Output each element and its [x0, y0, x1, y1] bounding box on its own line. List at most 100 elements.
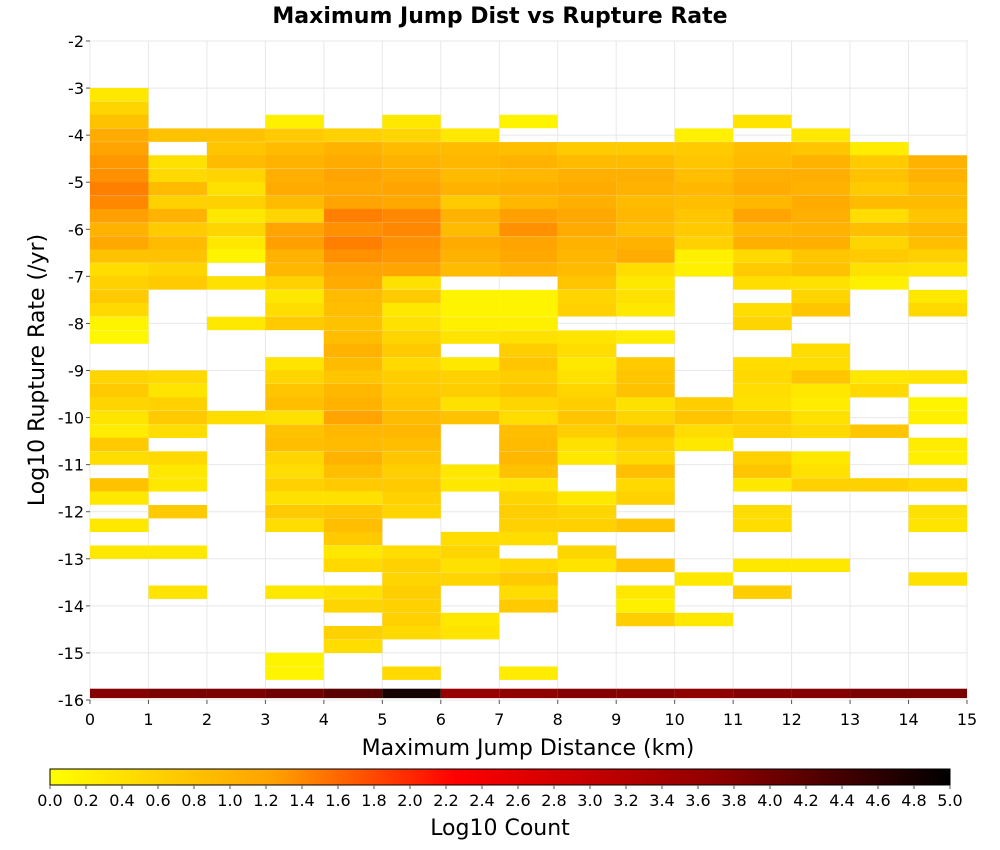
heatmap-cell: [382, 182, 441, 196]
x-tick-label: 6: [436, 710, 446, 729]
heatmap-cell: [382, 195, 441, 210]
heatmap-cell: [499, 316, 558, 331]
heatmap-cell: [323, 208, 383, 223]
heatmap-cell: [265, 451, 324, 465]
heatmap-cell: [440, 625, 500, 640]
heatmap-cell: [733, 142, 792, 156]
heatmap-cell: [616, 357, 675, 371]
x-tick-label: 1: [143, 710, 153, 729]
heatmap-cell: [850, 222, 909, 237]
heatmap-cell: [148, 155, 207, 169]
x-tick-label: 8: [553, 710, 563, 729]
heatmap-cell: [440, 142, 500, 156]
heatmap-cell: [908, 478, 967, 492]
y-tick-label: -13: [58, 550, 84, 569]
heatmap-cell: [908, 208, 967, 223]
heatmap-cell: [791, 263, 851, 277]
y-tick-label: -14: [58, 597, 84, 616]
heatmap-cell: [616, 236, 675, 250]
heatmap-cell: [616, 155, 675, 169]
heatmap-cell: [850, 384, 909, 398]
heatmap-cell: [148, 276, 207, 290]
heatmap-cell: [90, 289, 149, 304]
heatmap-cell: [499, 384, 558, 398]
heatmap-cell: [206, 182, 266, 196]
heatmap-cell: [616, 142, 675, 156]
heatmap-cell: [733, 303, 792, 317]
heatmap-cell: [557, 142, 617, 156]
heatmap-cell: [382, 263, 441, 277]
heatmap-cell: [908, 410, 967, 425]
heatmap-cell: [440, 397, 500, 411]
heatmap-cell: [616, 451, 675, 465]
heatmap-cell: [265, 652, 324, 667]
heatmap-cell: [206, 155, 266, 169]
heatmap-cell: [265, 518, 324, 533]
heatmap-cell: [206, 128, 266, 142]
heatmap-cell: [499, 222, 558, 237]
colorbar-tick-label: 4.0: [757, 791, 782, 810]
heatmap-cell: [908, 289, 967, 304]
heatmap-cell: [557, 276, 617, 290]
heatmap-cell: [499, 666, 558, 680]
x-tick-label: 3: [260, 710, 270, 729]
heatmap-cell: [791, 451, 851, 465]
heatmap-cell: [616, 518, 675, 533]
heatmap-cell: [499, 208, 558, 223]
heatmap-cell: [499, 437, 558, 452]
heatmap-cell: [733, 384, 792, 398]
heatmap-cell: [499, 478, 558, 492]
heatmap-cell: [265, 303, 324, 317]
heatmap-cell: [557, 343, 617, 357]
heatmap-cell: [616, 276, 675, 290]
heatmap-cell: [440, 168, 500, 183]
heatmap-cell: [557, 263, 617, 277]
heatmap-cell: [616, 289, 675, 304]
colorbar-tick-label: 4.6: [865, 791, 890, 810]
heatmap-cell: [265, 168, 324, 183]
x-tick-label: 4: [319, 710, 329, 729]
x-tick-label: 2: [202, 710, 212, 729]
heatmap-cell: [908, 437, 967, 452]
heatmap-cell: [733, 276, 792, 290]
heatmap-cell: [206, 410, 266, 425]
heatmap-cell: [323, 343, 383, 357]
heatmap-cell: [382, 558, 441, 573]
heatmap-cell: [206, 222, 266, 237]
heatmap-cell: [265, 249, 324, 263]
heatmap-cell: [674, 263, 734, 277]
heatmap-cell: [265, 585, 324, 599]
heatmap-cell: [440, 612, 500, 627]
heatmap-cell: [323, 464, 383, 478]
heatmap-cell: [265, 155, 324, 169]
heatmap-cell: [265, 316, 324, 331]
colorbar-tick-label: 1.6: [325, 791, 350, 810]
heatmap-cell: [382, 168, 441, 183]
heatmap-cell: [148, 410, 207, 425]
heatmap-cell: [733, 558, 792, 573]
x-tick-label: 14: [898, 710, 918, 729]
heatmap-cell: [791, 558, 851, 573]
heatmap-cell: [499, 688, 558, 699]
heatmap-cell: [499, 424, 558, 438]
colorbar-tick-label: 2.4: [469, 791, 494, 810]
heatmap-cell: [791, 357, 851, 371]
heatmap-cell: [791, 464, 851, 478]
heatmap-cell: [206, 208, 266, 223]
heatmap-cell: [499, 142, 558, 156]
heatmap-cell: [557, 410, 617, 425]
heatmap-cell: [674, 208, 734, 223]
heatmap-cell: [908, 182, 967, 196]
heatmap-cell: [323, 451, 383, 465]
heatmap-cell: [616, 168, 675, 183]
heatmap-cell: [440, 249, 500, 263]
heatmap-cell: [908, 263, 967, 277]
heatmap-cell: [265, 370, 324, 384]
heatmap-cell: [148, 478, 207, 492]
heatmap-cell: [616, 222, 675, 237]
heatmap-cell: [265, 357, 324, 371]
heatmap-cell: [265, 128, 324, 142]
heatmap-cell: [733, 195, 792, 210]
heatmap-cell: [557, 182, 617, 196]
heatmap-cell: [323, 357, 383, 371]
